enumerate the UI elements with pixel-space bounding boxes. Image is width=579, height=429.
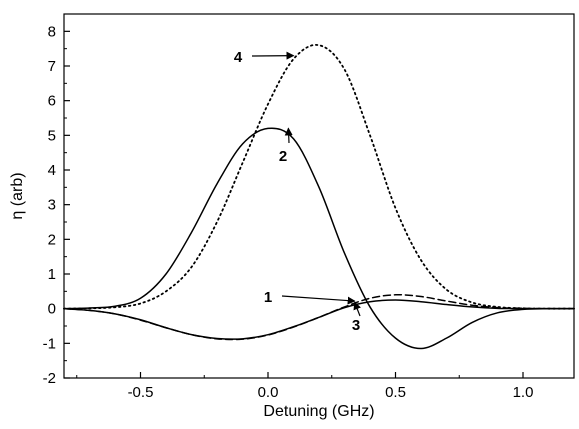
x-tick-label: 1.0 — [513, 384, 534, 401]
annotation-label-2: 2 — [279, 148, 287, 165]
annotation-arrow-3 — [353, 301, 361, 317]
y-tick-label: -2 — [43, 370, 56, 387]
annotations: 1 2 3 4 — [234, 49, 361, 334]
x-tick-label: 0.0 — [258, 384, 279, 401]
y-tick-label: 2 — [48, 231, 56, 248]
y-tick-label: 0 — [48, 301, 56, 318]
annotation-label-3: 3 — [352, 317, 360, 334]
annotation-label-4: 4 — [234, 49, 243, 66]
y-tick-label: 8 — [48, 23, 56, 40]
y-tick-label: 4 — [48, 162, 56, 179]
series-curve-3 — [63, 299, 575, 340]
annotation-label-1: 1 — [264, 289, 272, 306]
x-axis-title: Detuning (GHz) — [263, 403, 374, 420]
series-curve-4 — [63, 44, 575, 310]
y-tick-label: 7 — [48, 58, 56, 75]
y-tick-label: 1 — [48, 266, 56, 283]
y-tick-label: 3 — [48, 197, 56, 214]
y-tick-label: 5 — [48, 127, 56, 144]
y-tick-label: -1 — [43, 335, 56, 352]
x-axis: -0.5 0.0 0.5 1.0 — [76, 372, 534, 401]
series-curve-2 — [63, 127, 575, 350]
y-axis: -2 -1 0 1 2 3 4 5 6 7 8 — [43, 13, 70, 387]
x-tick-label: 0.5 — [385, 384, 406, 401]
annotation-arrow-2 — [284, 127, 293, 144]
y-tick-label: 6 — [48, 93, 56, 110]
plot-curves — [63, 44, 575, 350]
plot-frame — [63, 13, 575, 379]
annotation-arrow-1 — [281, 295, 356, 305]
x-tick-label: -0.5 — [128, 384, 154, 401]
y-axis-title: η (arb) — [9, 172, 26, 219]
